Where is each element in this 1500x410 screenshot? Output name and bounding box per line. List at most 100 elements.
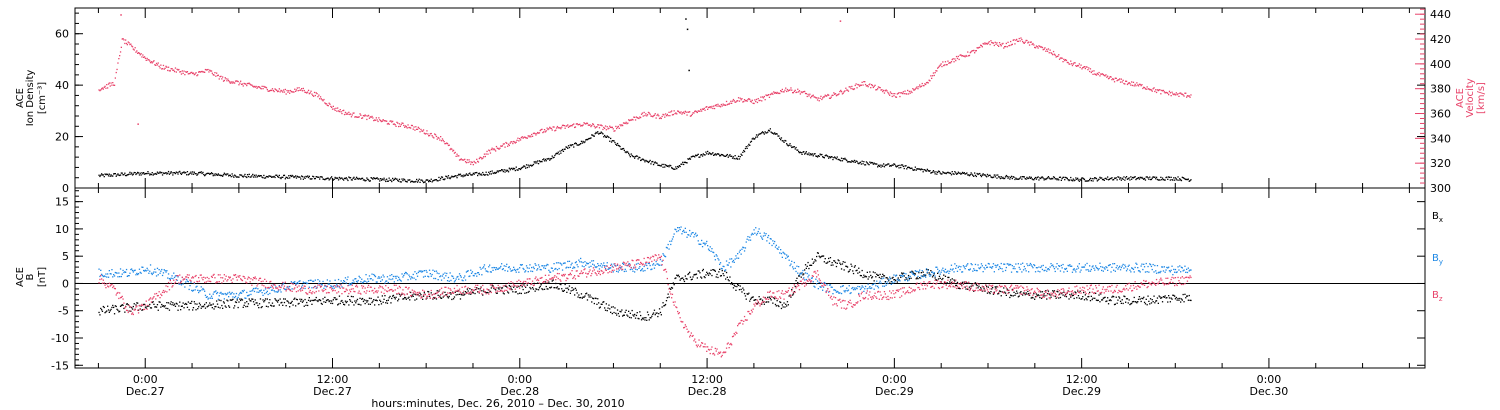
data-point <box>961 172 963 175</box>
data-point <box>652 163 655 166</box>
data-point <box>645 317 647 319</box>
data-point <box>606 262 608 264</box>
data-point <box>681 233 683 235</box>
data-point <box>952 58 954 60</box>
data-point <box>230 299 232 301</box>
data-point <box>1024 41 1026 43</box>
data-point <box>726 153 728 156</box>
data-point <box>537 132 540 134</box>
data-point <box>737 97 740 99</box>
data-point <box>168 309 171 311</box>
data-point <box>1039 45 1041 48</box>
data-point <box>712 152 714 154</box>
data-point <box>336 283 338 285</box>
data-point <box>121 304 123 306</box>
data-point <box>864 164 867 166</box>
data-point <box>1080 64 1082 66</box>
data-point <box>719 155 721 157</box>
data-point <box>169 278 171 281</box>
data-point <box>576 123 578 125</box>
data-point <box>600 263 602 265</box>
data-point <box>435 135 438 138</box>
data-point <box>511 141 513 143</box>
data-point <box>428 134 431 137</box>
data-point <box>366 301 368 303</box>
data-point <box>948 276 950 279</box>
data-point <box>351 301 353 303</box>
data-point <box>1158 179 1160 181</box>
data-point <box>974 50 977 52</box>
data-point <box>244 83 246 85</box>
data-point <box>895 279 897 282</box>
data-point <box>1175 92 1177 94</box>
data-point <box>872 283 874 285</box>
data-point <box>386 302 389 304</box>
data-point <box>752 137 754 139</box>
data-point <box>619 267 621 269</box>
data-point <box>709 106 711 108</box>
data-point <box>622 314 625 316</box>
data-point <box>355 178 357 180</box>
data-point <box>264 86 267 88</box>
data-point <box>467 290 469 292</box>
data-point <box>776 91 778 94</box>
data-point <box>1147 177 1149 179</box>
data-point <box>860 275 862 277</box>
data-point <box>319 96 322 98</box>
data-point <box>473 160 475 163</box>
data-point <box>422 276 425 278</box>
data-point <box>810 95 813 98</box>
data-point <box>1113 78 1115 81</box>
data-point <box>531 266 533 269</box>
data-point <box>632 119 634 121</box>
data-point <box>901 92 903 94</box>
data-point <box>558 267 560 270</box>
data-point <box>1032 297 1034 299</box>
data-point <box>1074 62 1076 64</box>
data-point <box>111 84 113 86</box>
data-point <box>877 164 880 166</box>
data-point <box>1087 69 1089 71</box>
data-point <box>267 293 269 296</box>
data-point <box>224 305 226 307</box>
data-point <box>114 305 116 307</box>
data-point <box>452 291 454 293</box>
data-point <box>413 126 415 128</box>
data-point <box>678 276 680 278</box>
data-point <box>926 271 928 273</box>
data-point <box>1082 296 1084 298</box>
data-point <box>907 280 909 282</box>
data-point <box>905 93 907 95</box>
data-point <box>651 161 653 163</box>
data-point <box>774 303 777 306</box>
data-point <box>549 126 551 128</box>
data-point <box>214 174 216 177</box>
data-point <box>637 117 639 119</box>
data-point <box>377 120 379 123</box>
data-point <box>137 302 139 304</box>
data-point <box>195 309 197 311</box>
data-point <box>466 174 468 176</box>
data-point <box>866 271 868 273</box>
data-point <box>882 90 884 93</box>
data-point <box>713 269 716 271</box>
data-point <box>371 177 373 179</box>
data-point <box>582 140 584 143</box>
data-point <box>1073 62 1075 64</box>
data-point <box>1062 294 1064 296</box>
data-point <box>550 267 553 269</box>
data-point <box>550 157 553 160</box>
data-point <box>922 171 924 173</box>
data-point <box>753 138 755 140</box>
data-point <box>234 295 237 298</box>
data-point <box>884 164 886 166</box>
data-point <box>552 270 554 272</box>
data-point <box>1064 293 1067 296</box>
data-point <box>141 56 143 58</box>
data-point <box>963 172 965 174</box>
data-point <box>704 109 706 111</box>
data-point <box>1136 178 1138 180</box>
data-point <box>640 319 643 321</box>
data-point <box>212 74 214 76</box>
data-point <box>949 268 952 270</box>
